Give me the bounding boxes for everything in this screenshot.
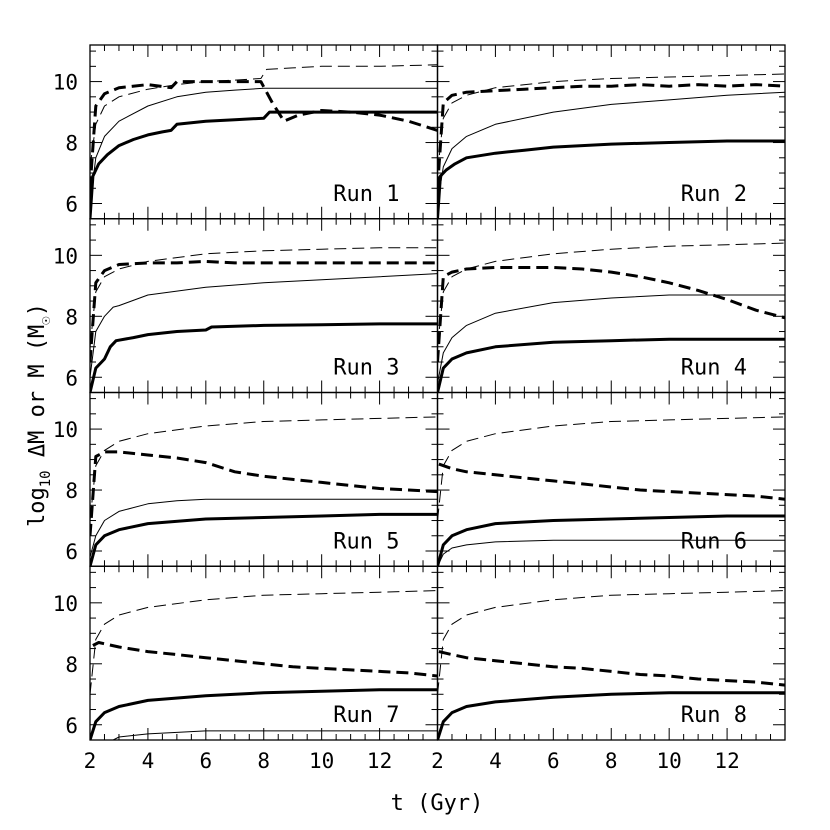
x-tick-label: 4 [142,749,155,773]
x-tick-label: 10 [657,749,682,773]
series-line-thin-dashed [90,247,438,347]
x-tick-label: 10 [309,749,334,773]
y-tick-label: 6 [65,540,78,564]
panel-run-label: Run 3 [333,356,399,381]
panel-series-group [90,416,438,567]
panel-frame [436,565,786,741]
y-tick-label: 10 [53,71,78,95]
panel-run-label: Run 8 [681,703,747,728]
series-line-thick-solid [437,139,785,219]
panel-series-group [437,590,785,740]
x-tick-label: 6 [547,749,560,773]
series-line-thin-solid [437,539,785,567]
panel-run-label: Run 7 [333,703,399,728]
panel-7: Run 7 6 8 10 2 4 6 8 10 12 [53,565,439,773]
series-line-thick-dashed [92,641,438,678]
x-tick-label: 2 [431,749,444,773]
y-tick-label: 6 [65,193,78,217]
panel-6: Run 6 [436,391,786,567]
series-line-thick-solid [437,337,785,393]
y-tick-label: 10 [53,418,78,442]
series-line-thick-dashed [90,80,438,189]
series-line-thick-dashed [438,462,785,501]
series-line-thick-solid [437,514,785,567]
series-line-thin-dashed [437,73,785,174]
panel-series-group [90,590,438,740]
series-line-thick-solid [90,322,438,393]
series-line-thin-dashed [437,416,785,521]
y-tick-label: 8 [65,653,78,677]
x-tick-label: 2 [84,749,97,773]
y-tick-label: 8 [65,132,78,156]
series-line-thick-solid [437,691,785,740]
panel-2: Run 2 [436,44,786,220]
x-tick-label: 8 [605,749,618,773]
x-tick-label: 6 [200,749,213,773]
series-line-thick-solid [90,512,438,567]
panel-run-label: Run 5 [333,529,399,554]
y-axis-label-close: ) [25,303,50,316]
panel-series-group [437,416,785,567]
y-tick-label: 8 [65,305,78,329]
x-tick-label: 4 [489,749,502,773]
x-tick-label: 12 [714,749,739,773]
series-line-thin-dashed [437,590,785,695]
panel-run-label: Run 1 [333,182,399,207]
y-tick-label: 6 [65,714,78,738]
series-line-thick-dashed [437,83,785,189]
panel-run-label: Run 2 [681,182,747,207]
y-axis-label-prefix: log [25,487,50,527]
series-line-thick-dashed [438,650,785,687]
panel-run-label: Run 4 [681,356,747,381]
panel-5: Run 5 6 8 10 [53,391,439,567]
panel-run-label: Run 6 [681,529,747,554]
panel-8: Run 8 2 4 6 8 10 12 [431,565,786,773]
series-line-thin-solid [90,273,438,378]
x-axis-label: t (Gyr) [391,791,484,816]
x-tick-label: 8 [257,749,270,773]
panel-series-group [437,73,785,219]
y-tick-label: 10 [53,244,78,268]
y-axis-label: log10 ΔM or M (M☉) [25,303,54,527]
series-line-thick-dashed [90,450,438,536]
series-line-thin-dashed [90,590,438,695]
y-axis-label-sun-symbol: ☉ [38,316,54,324]
panel-4: Run 4 [436,218,786,394]
y-axis-label-subscript: 10 [38,470,54,487]
series-line-thin-solid [90,498,438,558]
panel-1: Run 1 6 8 10 [53,44,439,220]
x-tick-label: 12 [367,749,392,773]
series-line-thin-solid [90,87,438,204]
y-tick-label: 8 [65,479,78,503]
series-line-thick-solid [90,688,438,740]
y-tick-label: 6 [65,366,78,390]
y-tick-label: 10 [53,592,78,616]
series-line-thick-dashed [437,266,785,363]
panel-series-group [437,242,785,393]
series-line-thin-solid [437,91,785,204]
series-line-thin-solid [112,730,438,740]
panel-series-group [90,64,438,219]
panel-series-group [90,247,438,393]
series-line-thick-solid [90,110,438,219]
series-line-thick-dashed [90,259,438,363]
y-axis-label-middle: ΔM or M (M [25,325,50,471]
panel-3: Run 3 6 8 10 [53,218,439,394]
series-line-thin-dashed [437,242,785,347]
series-line-thin-dashed [90,416,438,521]
series-line-thin-solid [437,294,785,384]
